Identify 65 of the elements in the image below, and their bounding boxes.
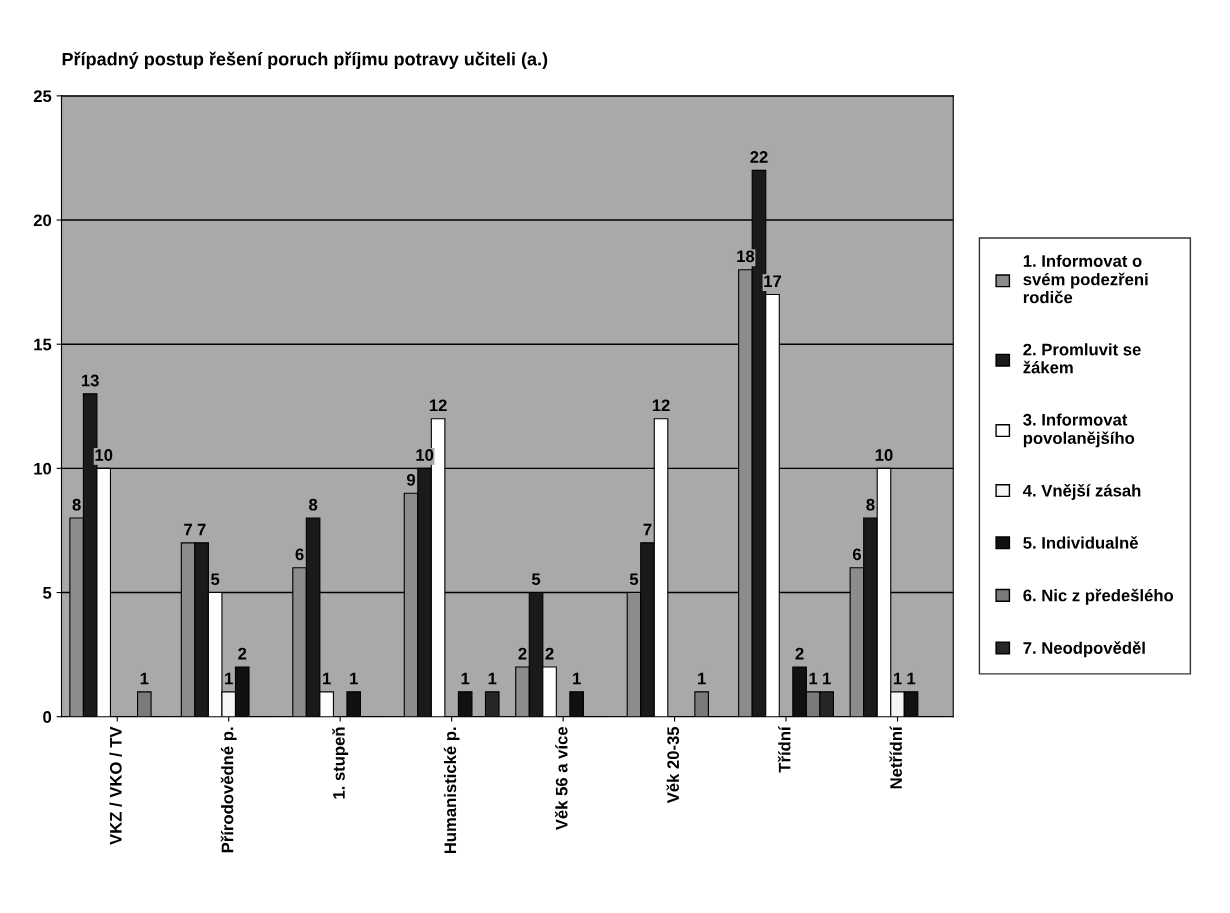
y-tick-label: 0 xyxy=(43,711,52,723)
data-label: 1 xyxy=(225,672,233,685)
data-label: 17 xyxy=(764,275,782,287)
x-tick-label: 1. stupeň xyxy=(332,727,349,799)
bar xyxy=(484,691,500,717)
y-tick-label: 5 xyxy=(43,587,52,599)
data-label: 1 xyxy=(809,672,818,685)
data-label: 6 xyxy=(852,548,861,561)
x-tick-label: Humanistické p. xyxy=(443,727,460,854)
data-label: 1 xyxy=(461,672,470,685)
bar xyxy=(694,691,709,717)
legend-label: 4. Vnější zásah xyxy=(1023,483,1141,500)
x-tick-label: Třídní xyxy=(777,725,791,773)
data-label: 1 xyxy=(573,672,581,685)
data-label: 1 xyxy=(488,672,497,685)
y-tick-label: 15 xyxy=(34,338,52,351)
x-tick-label: Věk 20-35 xyxy=(666,726,680,804)
data-label: 5 xyxy=(531,573,541,586)
data-label: 2 xyxy=(545,647,554,660)
data-label: 18 xyxy=(737,250,755,263)
data-label: 2 xyxy=(795,647,804,660)
data-label: 10 xyxy=(875,449,893,461)
data-label: 22 xyxy=(750,151,768,163)
data-label: 1 xyxy=(140,672,149,685)
y-tick-label: 10 xyxy=(34,462,52,475)
bar xyxy=(136,691,152,717)
data-label: 10 xyxy=(95,449,113,461)
data-label: 7 xyxy=(197,523,206,536)
y-tick-label: 25 xyxy=(33,90,52,103)
data-label: 7 xyxy=(184,523,192,536)
legend-label: 7. Neodpověděl xyxy=(1023,641,1145,658)
x-tick-label: VKZ / VKO / TV xyxy=(109,726,122,845)
data-label: 13 xyxy=(81,374,99,387)
data-label: 12 xyxy=(652,399,670,412)
data-label: 8 xyxy=(309,498,318,511)
chart-title: Případný postup řešení poruch příjmu potravy učiteli (a.) xyxy=(62,51,548,70)
x-tick-label: Netřídní xyxy=(889,725,902,789)
legend-label: 6. Nic z předešlého xyxy=(1023,588,1174,605)
data-label: 9 xyxy=(406,473,416,486)
x-tick-label: Věk 56 a více xyxy=(554,726,568,831)
data-label: 1 xyxy=(907,672,916,685)
x-tick-label: Přírodovědné p. xyxy=(220,727,237,853)
data-label: 2 xyxy=(518,647,527,660)
legend-label: 2. Promluvit se žákem xyxy=(1023,343,1141,374)
legend-label: 3. Informovat povolanějšího xyxy=(1023,413,1135,448)
bar xyxy=(457,691,473,717)
legend-label: 1. Informovat o svém podezřeni rodiče xyxy=(1023,254,1148,304)
data-label: 5 xyxy=(211,573,220,586)
data-label: 8 xyxy=(72,498,81,511)
bar xyxy=(569,691,584,717)
data-label: 2 xyxy=(238,647,247,660)
legend-label: 5. Individualně xyxy=(1023,536,1138,549)
data-label: 10 xyxy=(416,449,434,461)
bar xyxy=(346,691,362,717)
data-label: 6 xyxy=(295,548,304,561)
data-label: 1 xyxy=(323,672,331,685)
data-label: 5 xyxy=(629,573,639,586)
y-tick-label: 20 xyxy=(33,214,52,227)
data-label: 1 xyxy=(350,672,358,685)
data-label: 12 xyxy=(429,399,447,412)
data-label: 7 xyxy=(643,523,652,536)
data-label: 8 xyxy=(866,498,875,511)
data-label: 1 xyxy=(893,672,902,685)
data-label: 1 xyxy=(823,672,831,685)
data-label: 1 xyxy=(698,672,706,685)
